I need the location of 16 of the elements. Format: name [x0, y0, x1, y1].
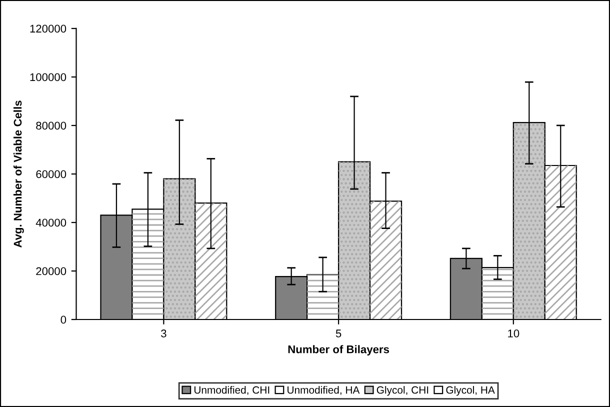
- y-tick-label: 80000: [36, 122, 66, 130]
- y-tick-label: 20000: [36, 267, 66, 276]
- y-tick-label: 60000: [36, 170, 66, 178]
- y-tick-label: 40000: [36, 218, 66, 227]
- y-axis-title: Avg. Number of Viable Cells: [13, 100, 24, 248]
- x-tick-label: 3: [161, 330, 166, 338]
- legend-label: Unmodified, HA: [288, 386, 360, 395]
- y-tick-label: 120000: [30, 24, 66, 33]
- y-tick-label: 100000: [30, 73, 66, 82]
- x-tick-label: 10: [508, 330, 520, 338]
- legend-label: Unmodified, CHI: [194, 386, 270, 395]
- y-tick-label: 0: [60, 316, 66, 324]
- x-tick-label: 5: [336, 330, 342, 338]
- legend-label: Glycol, HA: [446, 386, 495, 396]
- legend-label: Glycol, CHI: [376, 386, 428, 396]
- x-axis-title: Number of Bilayers: [288, 345, 390, 356]
